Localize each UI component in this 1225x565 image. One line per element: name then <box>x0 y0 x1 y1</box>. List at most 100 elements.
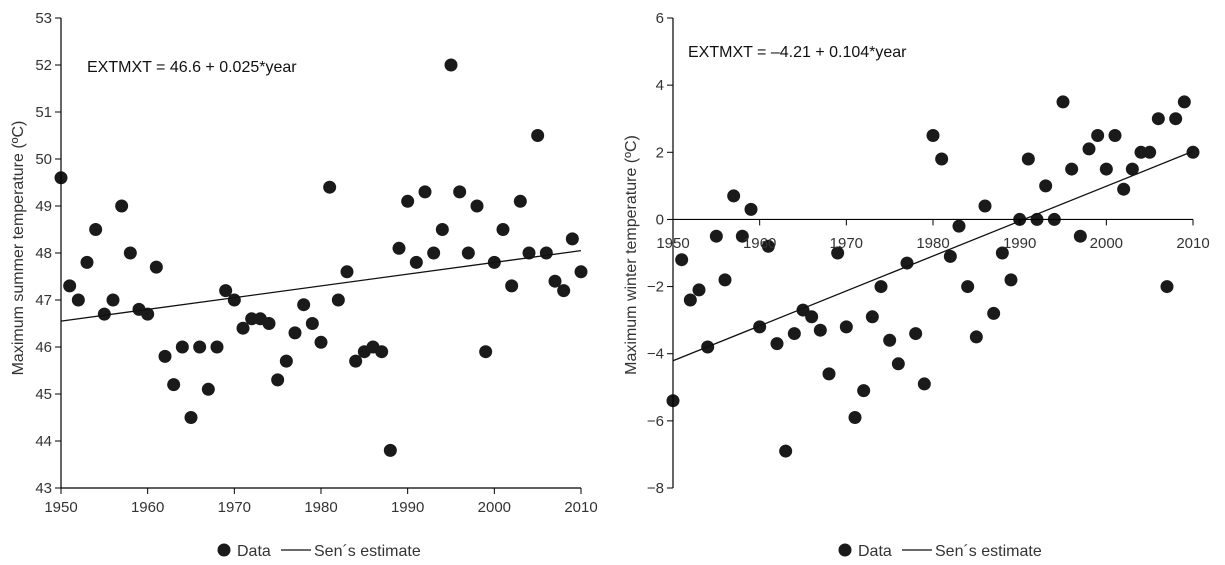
summer-y-tick-label: 50 <box>35 151 52 168</box>
summer-y-tick-label: 43 <box>35 480 52 497</box>
winter-data-point <box>1056 95 1070 109</box>
summer-y-tick-label: 48 <box>35 245 52 262</box>
winter-x-tick-label: 1990 <box>1003 235 1036 252</box>
summer-data-point <box>383 443 397 457</box>
winter-data-point <box>709 229 723 243</box>
summer-chart-panel: 1950 1960 1970 1980 1990 2000 2010 43444546474… <box>10 10 598 560</box>
summer-data-point <box>409 255 423 269</box>
summer-x-tick-label: 1960 <box>131 499 164 516</box>
summer-data-point <box>184 411 198 424</box>
summer-data-point <box>557 284 571 298</box>
winter-data-point <box>969 330 983 344</box>
winter-data-point <box>961 280 975 294</box>
winter-data-point <box>779 444 793 458</box>
summer-x-tick-label: 1970 <box>218 499 251 516</box>
summer-data-point <box>149 260 163 274</box>
summer-data-point <box>89 223 103 236</box>
summer-data-point <box>427 246 441 260</box>
summer-data-point <box>314 335 328 349</box>
winter-data-point <box>1065 162 1079 176</box>
winter-data-point <box>805 310 819 324</box>
winter-x-tick-label: 2010 <box>1176 235 1209 252</box>
summer-data-point <box>461 246 475 260</box>
winter-data-point <box>753 320 767 334</box>
winter-data-point <box>735 229 749 243</box>
summer-data-point <box>392 241 406 255</box>
winter-data-point <box>987 306 1001 320</box>
winter-y-tick-label: 4 <box>656 77 664 94</box>
winter-y-tick-label: −2 <box>647 279 664 296</box>
winter-data-point <box>683 293 697 307</box>
winter-data-point <box>1151 112 1165 126</box>
winter-data-point <box>952 219 966 233</box>
summer-legend-data-label: Data <box>237 543 271 560</box>
winter-data-point <box>857 384 871 398</box>
summer-legend-marker <box>217 543 231 557</box>
winter-data-point <box>1177 95 1191 109</box>
winter-data-point <box>1082 142 1096 156</box>
summer-data-point <box>210 340 224 354</box>
winter-y-tick-label: 2 <box>656 144 664 161</box>
summer-data-point <box>115 199 129 213</box>
summer-data-point <box>522 246 536 260</box>
winter-data-point <box>848 411 862 424</box>
summer-y-tick-label: 53 <box>35 10 52 27</box>
winter-data-point <box>744 202 758 216</box>
summer-data-point <box>340 265 354 279</box>
winter-y-axis-label: Maximum winter temperature (ºC) <box>623 135 640 375</box>
summer-data-point <box>323 180 337 194</box>
winter-data-point <box>839 320 853 334</box>
winter-data-point <box>978 199 992 213</box>
winter-data-point <box>822 367 836 381</box>
winter-legend-fit-label: Sen´s estimate <box>935 543 1042 560</box>
summer-data-point <box>63 279 77 293</box>
winter-x-tick-label: 1970 <box>830 235 863 252</box>
winter-y-ticks: −8 −6 −4 −2 0 2 4 6 <box>647 10 673 497</box>
summer-y-axis-label: Maximum summer temperature (ºC) <box>10 121 27 376</box>
summer-sens-estimate-line <box>60 250 582 322</box>
winter-data-point <box>1160 280 1174 294</box>
summer-data-point <box>305 317 319 330</box>
winter-data-point <box>1021 152 1035 166</box>
winter-data-point <box>891 357 905 371</box>
winter-data-points <box>666 95 1200 458</box>
winter-data-point <box>900 256 914 270</box>
summer-data-points <box>54 58 588 457</box>
summer-data-point <box>227 293 241 307</box>
summer-data-point <box>435 223 449 236</box>
summer-legend-fit-label: Sen´s estimate <box>314 543 421 560</box>
winter-data-point <box>926 129 940 142</box>
winter-data-point <box>831 246 845 260</box>
summer-data-point <box>271 373 285 387</box>
winter-y-tick-label: −6 <box>647 413 664 430</box>
winter-x-tick-label: 1960 <box>743 235 776 252</box>
winter-data-point <box>1143 145 1157 159</box>
winter-data-point <box>1004 273 1018 287</box>
summer-data-point <box>288 326 302 340</box>
winter-data-point <box>1108 129 1122 142</box>
summer-data-point <box>401 194 415 208</box>
summer-y-tick-label: 47 <box>35 292 52 309</box>
summer-data-point <box>470 199 484 213</box>
winter-data-point <box>874 280 888 294</box>
summer-equation: EXTMXT = 46.6 + 0.025*year <box>87 59 297 76</box>
summer-data-point <box>201 382 215 396</box>
summer-data-point <box>80 255 94 269</box>
winter-sens-estimate-line <box>672 150 1194 362</box>
summer-x-tick-label: 2000 <box>478 499 511 516</box>
summer-data-point <box>331 293 345 307</box>
summer-data-point <box>123 246 137 260</box>
summer-x-tick-label: 1950 <box>44 499 77 516</box>
winter-data-point <box>917 377 931 391</box>
summer-y-tick-label: 46 <box>35 339 52 356</box>
summer-data-point <box>513 194 527 208</box>
summer-data-point <box>158 349 172 363</box>
winter-y-tick-label: −8 <box>647 480 664 497</box>
winter-data-point <box>995 246 1009 260</box>
winter-data-point <box>1091 129 1105 142</box>
summer-y-tick-label: 52 <box>35 57 52 74</box>
summer-y-tick-label: 51 <box>35 104 52 121</box>
summer-y-tick-label: 49 <box>35 198 52 215</box>
summer-data-point <box>167 378 181 392</box>
summer-data-point <box>444 58 458 72</box>
